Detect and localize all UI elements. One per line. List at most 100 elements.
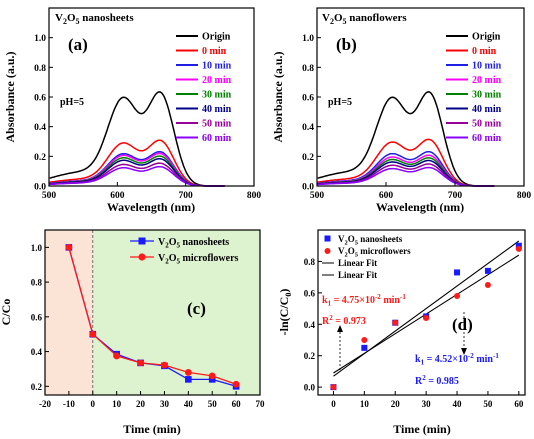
legend-label-nanosheets: V2O5 nanosheets [338, 234, 403, 247]
x-tick-label: 500 [310, 191, 325, 201]
panel-c-shading [45, 230, 261, 395]
y-tick-label: 0.2 [34, 153, 46, 163]
legend-label: 40 min [472, 104, 502, 115]
panel-c-legend: V2O5 nanosheets V2O5 microflowers [130, 237, 239, 266]
legend-label-fit-1: Linear Fit [338, 258, 377, 268]
data-point-microflowers [113, 352, 121, 360]
panel-c-plot [65, 243, 240, 390]
y-tick-label: 0.4 [34, 123, 46, 133]
legend-label: 10 min [472, 61, 502, 72]
panel-a-annotation: pH=5 [60, 97, 84, 108]
data-point-microflowers [137, 359, 144, 367]
panel-c-ticks: -20 -10 0 10 20 30 40 50 60 70 0.2 0.4 0.6 0.8 1.0 [31, 243, 265, 409]
panel-d-ylabel: -ln(C/C0) [277, 289, 293, 336]
y-tick-label: 0.8 [34, 64, 46, 74]
x-tick-label: 800 [517, 191, 532, 201]
x-tick-label: 50 [483, 399, 493, 409]
panel-a: 500 600 700 800 0.0 0.2 0.4 0.6 0.8 1.0 V2O5 nano… [3, 7, 261, 214]
panel-d-plot [330, 240, 522, 391]
panel-c: -20 -10 0 10 20 30 40 50 60 70 0.2 0.4 0.6 0.8 1.0 V2O… [0, 229, 265, 436]
legend-label: 50 min [472, 119, 502, 130]
panel-c-label: (c) [187, 299, 206, 318]
y-tick-label: 0.6 [31, 312, 43, 322]
data-point-nanosheets [185, 376, 192, 383]
legend-label: Origin [202, 32, 231, 43]
data-point-microflowers [184, 369, 192, 376]
panel-b-title: V2O5 nanoflowers [322, 12, 407, 26]
x-tick-label: 600 [110, 191, 125, 201]
panel-d-legend: V2O5 nanosheets V2O5 microflowers Linear… [322, 234, 411, 280]
data-point-nanosheets [208, 376, 216, 383]
y-tick-label: 0.8 [302, 64, 314, 74]
x-tick-label: 60 [514, 399, 524, 409]
x-tick-label: 50 [208, 399, 218, 409]
panel-d-label: (d) [452, 315, 473, 334]
x-tick-label: 70 [256, 399, 266, 409]
legend-label: 30 min [472, 90, 502, 101]
series-line-microflowers [68, 247, 237, 385]
legend-label-microflowers: V2O5 microflowers [158, 253, 239, 266]
legend-label: 10 min [202, 61, 232, 72]
y-tick-label: 0.0 [302, 183, 314, 193]
data-point-microflowers [89, 330, 97, 338]
x-tick-label: 700 [179, 191, 194, 201]
data-point-microflowers [232, 380, 240, 388]
legend-label: 30 min [202, 90, 232, 101]
panel-a-ylabel: Absorbance (a.u.) [3, 51, 17, 142]
legend-label: 40 min [202, 104, 232, 115]
y-tick-label: 0.4 [304, 320, 316, 330]
panel-a-legend: Origin 0 min 10 min 20 min 30 min 40 min 50 mi… [176, 32, 232, 144]
panel-c-xlabel: Time (min) [123, 422, 180, 436]
y-tick-label: 0.4 [302, 123, 314, 133]
data-point-microflowers [330, 384, 337, 391]
legend-label: 60 min [202, 133, 232, 144]
dark-adsorption-region [45, 230, 93, 395]
x-tick-label: 600 [379, 191, 394, 201]
panel-d-ticks: 0 10 20 30 40 50 60 0.0 0.2 0.4 0.6 0.8 [304, 257, 524, 409]
data-point-microflowers [423, 315, 430, 321]
y-tick-label: 0.8 [304, 257, 316, 267]
series-line-Origin [317, 91, 495, 187]
arrow-blue-head [461, 348, 467, 355]
y-tick-label: 1.0 [31, 243, 43, 253]
r2-blue-annotation: R2 = 0.985 [415, 374, 459, 387]
panel-a-label: (a) [68, 35, 88, 54]
legend-label: 20 min [472, 75, 502, 86]
y-tick-label: 0.2 [31, 382, 43, 392]
y-tick-label: 0.2 [302, 153, 314, 163]
y-tick-label: 0.0 [304, 383, 316, 393]
legend-label: 0 min [202, 46, 227, 57]
panel-c-frame [44, 229, 261, 396]
x-tick-label: -10 [63, 399, 75, 409]
panel-a-title: V2O5 nanosheets [55, 12, 134, 26]
y-tick-label: 0.8 [31, 278, 43, 288]
legend-label: 0 min [472, 46, 497, 57]
x-tick-label: 0 [91, 399, 96, 409]
panel-b-xlabel: Wavelength (nm) [376, 200, 464, 214]
panel-a-xlabel: Wavelength (nm) [107, 200, 195, 214]
panel-d-xlabel: Time (min) [393, 422, 450, 436]
panel-a-ticks: 500 600 700 800 0.0 0.2 0.4 0.6 0.8 1.0 [34, 34, 261, 201]
x-tick-label: -20 [39, 399, 51, 409]
panel-b: 500 600 700 800 0.0 0.2 0.4 0.6 0.8 1.0 V2O5 nano… [271, 7, 532, 214]
k-blue-annotation: k1 = 4.52×10-2 min-1 [415, 352, 499, 367]
series-line-Origin [49, 91, 225, 187]
y-tick-label: 1.0 [302, 34, 314, 44]
panel-b-annotation: pH=5 [328, 97, 352, 108]
legend-label: 60 min [472, 133, 502, 144]
data-point-nanosheets [484, 267, 491, 274]
x-tick-label: 20 [391, 399, 401, 409]
irradiation-region [92, 230, 261, 395]
panel-d: 0 10 20 30 40 50 60 0.0 0.2 0.4 0.6 0.8 V2O5 nanosh… [277, 229, 526, 436]
panel-b-legend: Origin 0 min 10 min 20 min 30 min 40 min 50 mi… [446, 32, 502, 144]
data-point-microflowers [161, 361, 168, 369]
legend-label: Origin [472, 32, 501, 43]
y-tick-label: 0.4 [31, 347, 43, 357]
data-point-nanosheets [361, 344, 368, 351]
legend-marker-microflowers [138, 253, 146, 261]
data-point-nanosheets [515, 242, 522, 249]
data-point-microflowers [484, 282, 491, 288]
x-tick-label: 30 [422, 399, 432, 409]
legend-label: 50 min [202, 119, 232, 130]
